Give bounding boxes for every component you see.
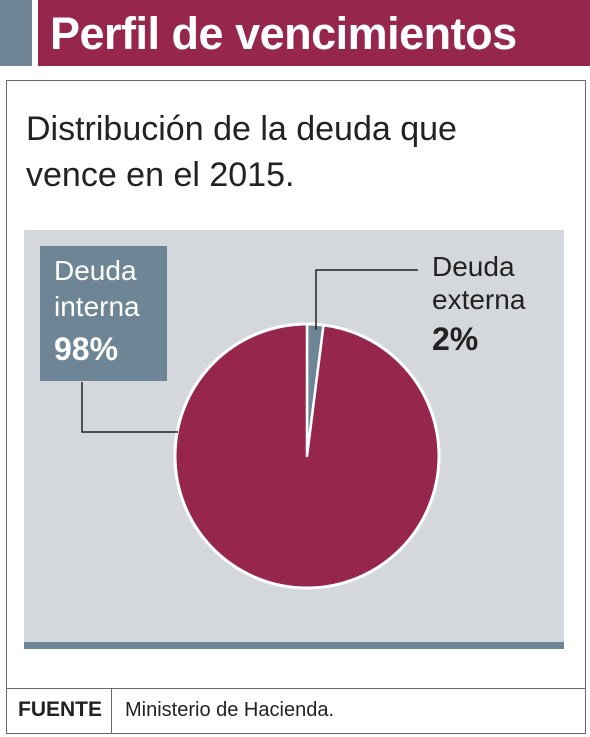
content-frame [6,80,586,734]
subtitle-line-2: vence en el 2015. [26,156,295,194]
subtitle-line-1: Distribución de la deuda que [26,110,457,148]
header-bar [38,0,590,66]
label-interna-line2: interna [54,291,140,322]
source-label: FUENTE [18,698,102,721]
footer-divider [111,689,112,734]
pie-slices [173,322,441,590]
chart-subtitle: Distribución de la deuda que vence en el… [26,106,566,198]
header: Perfil de vencimientos [0,0,590,66]
label-interna-percent: 98% [54,331,119,367]
footer-rule [6,688,586,689]
label-externa-percent: 2% [432,321,479,357]
label-box-interna [40,246,167,381]
label-externa-line1: Deuda [432,251,515,282]
header-accent-block [0,0,32,66]
pie-outline [173,322,441,590]
leader-line-interna [81,382,178,433]
leader-line-externa [315,269,418,330]
label-interna-line1: Deuda [54,255,137,286]
chart-bottom-rule [24,642,564,649]
label-externa-line2: externa [432,284,526,315]
chart-title: Perfil de vencimientos [50,8,517,59]
source-text: Ministerio de Hacienda. [125,699,334,721]
